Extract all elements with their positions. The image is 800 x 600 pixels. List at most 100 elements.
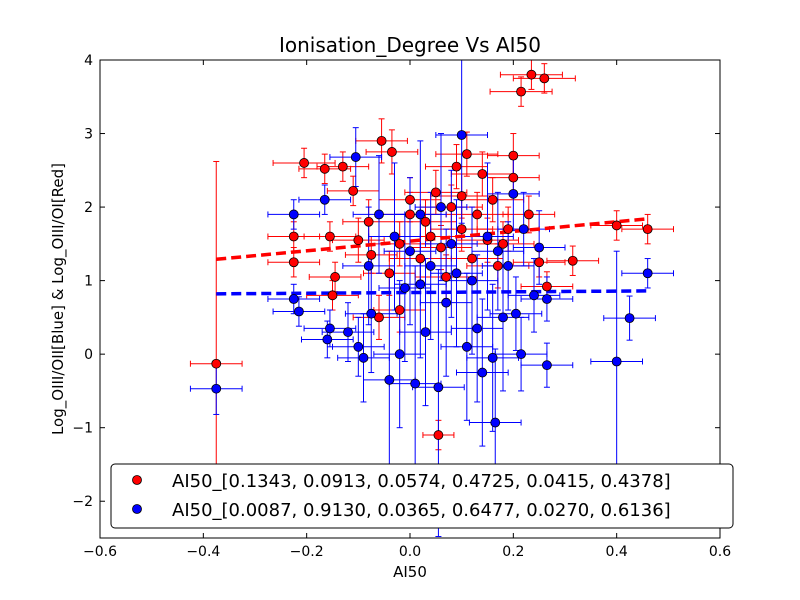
point-red xyxy=(539,73,550,84)
point-blue xyxy=(366,308,377,319)
chart-title: Ionisation_Degree Vs AI50 xyxy=(279,33,541,57)
point-red xyxy=(430,187,441,198)
point-blue xyxy=(542,294,552,304)
legend: AI50_[0.1343, 0.0913, 0.0574, 0.4725, 0.… xyxy=(110,463,734,529)
point-blue xyxy=(319,194,330,205)
point-blue xyxy=(384,374,395,385)
point-blue xyxy=(490,417,501,428)
point-red xyxy=(523,209,534,220)
x-tick-label: 0.2 xyxy=(502,544,524,560)
point-red xyxy=(526,69,537,80)
legend-marker-blue xyxy=(132,504,142,514)
point-red xyxy=(420,216,431,227)
markers-red xyxy=(211,69,653,440)
point-blue xyxy=(288,209,299,220)
y-tick-label: −1 xyxy=(72,421,93,437)
point-red xyxy=(363,216,374,227)
point-red xyxy=(487,194,498,205)
point-blue xyxy=(624,313,635,324)
point-blue xyxy=(456,130,467,140)
point-blue xyxy=(363,261,374,271)
x-tick-label: −0.6 xyxy=(83,544,117,560)
point-blue xyxy=(350,152,361,162)
point-blue xyxy=(389,231,400,242)
markers-blue xyxy=(211,130,653,527)
x-tick-label: 0.0 xyxy=(399,544,421,560)
point-blue xyxy=(436,202,446,212)
point-red xyxy=(446,202,457,212)
point-blue xyxy=(467,275,477,286)
point-blue xyxy=(451,268,462,279)
point-red xyxy=(508,150,519,161)
point-blue xyxy=(482,231,493,242)
x-tick-label: 0.6 xyxy=(709,544,731,560)
point-red xyxy=(642,224,653,235)
point-blue xyxy=(420,327,431,337)
point-red xyxy=(366,249,377,260)
data-layer xyxy=(189,60,674,538)
point-blue xyxy=(542,360,552,371)
x-axis-title: AI50 xyxy=(393,563,427,581)
point-red xyxy=(405,194,415,205)
point-blue xyxy=(529,290,539,301)
point-blue xyxy=(374,209,384,220)
fit-line-blue xyxy=(216,289,648,296)
point-red xyxy=(299,158,309,168)
point-red xyxy=(503,224,514,235)
point-red xyxy=(374,312,384,323)
point-blue xyxy=(353,341,364,352)
point-blue xyxy=(461,341,472,352)
point-red xyxy=(451,161,462,172)
legend-label-red: AI50_[0.1343, 0.0913, 0.0574, 0.4725, 0.… xyxy=(172,471,671,492)
point-red xyxy=(330,272,340,282)
point-red xyxy=(425,231,436,242)
point-red xyxy=(387,147,397,157)
point-red xyxy=(353,235,364,246)
x-tick-label: −0.4 xyxy=(186,544,220,560)
y-tick-label: 4 xyxy=(84,53,93,69)
point-blue xyxy=(405,246,415,257)
point-blue xyxy=(492,246,503,257)
legend-box xyxy=(110,463,734,529)
point-red xyxy=(433,430,444,440)
point-blue xyxy=(358,352,369,363)
x-tick-label: 0.4 xyxy=(606,544,628,560)
point-blue xyxy=(441,297,452,308)
y-tick-label: 1 xyxy=(84,274,93,290)
point-red xyxy=(405,209,415,220)
point-red xyxy=(327,290,338,301)
y-tick-label: 3 xyxy=(84,127,93,143)
point-blue xyxy=(518,224,529,235)
point-red xyxy=(456,224,467,235)
point-red xyxy=(611,220,622,231)
point-red xyxy=(288,231,299,242)
point-red xyxy=(542,281,552,292)
point-red xyxy=(337,161,348,172)
y-tick-label: −2 xyxy=(72,494,93,510)
point-red xyxy=(288,257,299,268)
legend-marker-red xyxy=(132,475,142,485)
point-blue xyxy=(343,327,353,337)
point-blue xyxy=(503,261,514,271)
point-red xyxy=(467,253,477,264)
point-blue xyxy=(516,349,526,360)
legend-label-blue: AI50_[0.0087, 0.9130, 0.0365, 0.6477, 0.… xyxy=(172,500,671,521)
point-blue xyxy=(446,238,457,249)
point-red xyxy=(394,305,405,315)
point-red xyxy=(477,169,488,179)
point-red xyxy=(436,242,446,253)
point-blue xyxy=(325,323,335,334)
point-red xyxy=(534,257,545,268)
point-blue xyxy=(415,209,426,220)
point-blue xyxy=(477,367,488,378)
point-blue xyxy=(294,306,304,317)
point-red xyxy=(211,358,222,369)
point-blue xyxy=(410,378,421,389)
point-red xyxy=(384,268,395,279)
point-blue xyxy=(511,308,521,319)
point-red xyxy=(415,253,426,264)
point-red xyxy=(325,231,335,242)
point-blue xyxy=(534,242,545,253)
point-blue xyxy=(425,261,436,271)
point-blue xyxy=(211,383,222,394)
